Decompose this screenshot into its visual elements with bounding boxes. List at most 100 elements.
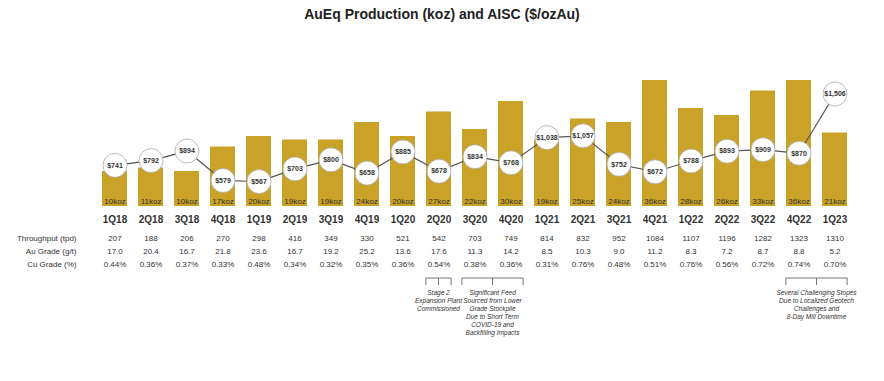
- svg-text:832: 832: [576, 234, 590, 243]
- svg-text:19koz: 19koz: [536, 197, 557, 206]
- svg-text:10.3: 10.3: [575, 247, 591, 256]
- svg-text:0.34%: 0.34%: [284, 260, 307, 269]
- svg-text:$870: $870: [791, 150, 807, 158]
- svg-text:952: 952: [612, 234, 626, 243]
- svg-text:$741: $741: [107, 162, 123, 170]
- svg-text:0.72%: 0.72%: [752, 260, 775, 269]
- svg-text:4Q19: 4Q19: [355, 214, 380, 225]
- svg-text:1323: 1323: [790, 234, 808, 243]
- svg-text:0.74%: 0.74%: [788, 260, 811, 269]
- svg-text:19koz: 19koz: [284, 197, 305, 206]
- svg-text:11.3: 11.3: [468, 247, 484, 256]
- svg-text:3Q20: 3Q20: [463, 214, 488, 225]
- svg-text:1Q23: 1Q23: [823, 214, 848, 225]
- svg-text:1196: 1196: [718, 234, 736, 243]
- svg-text:21koz: 21koz: [824, 197, 845, 206]
- svg-text:11.2: 11.2: [648, 247, 664, 256]
- svg-text:5.2: 5.2: [829, 247, 841, 256]
- svg-text:13.6: 13.6: [395, 247, 411, 256]
- svg-text:349: 349: [324, 234, 338, 243]
- svg-text:$672: $672: [647, 168, 663, 176]
- svg-text:3Q21: 3Q21: [607, 214, 632, 225]
- svg-text:$792: $792: [143, 157, 159, 165]
- svg-text:11koz: 11koz: [141, 197, 162, 206]
- svg-text:3Q22: 3Q22: [751, 214, 776, 225]
- svg-text:$703: $703: [287, 165, 303, 173]
- svg-text:$567: $567: [251, 178, 267, 186]
- svg-text:814: 814: [540, 234, 554, 243]
- svg-text:1084: 1084: [646, 234, 664, 243]
- svg-text:17koz: 17koz: [212, 197, 233, 206]
- svg-text:25.2: 25.2: [359, 247, 375, 256]
- svg-text:2Q20: 2Q20: [427, 214, 452, 225]
- svg-text:0.35%: 0.35%: [356, 260, 379, 269]
- svg-text:521: 521: [396, 234, 410, 243]
- svg-text:4Q22: 4Q22: [787, 214, 812, 225]
- svg-text:0.31%: 0.31%: [536, 260, 559, 269]
- svg-text:0.36%: 0.36%: [500, 260, 523, 269]
- svg-text:0.76%: 0.76%: [572, 260, 595, 269]
- svg-text:$768: $768: [503, 159, 519, 167]
- svg-text:$834: $834: [467, 153, 483, 161]
- svg-text:416: 416: [288, 234, 302, 243]
- svg-text:206: 206: [180, 234, 194, 243]
- svg-text:$1,506: $1,506: [824, 90, 846, 98]
- svg-text:0.36%: 0.36%: [140, 260, 163, 269]
- svg-text:0.33%: 0.33%: [212, 260, 235, 269]
- svg-text:19.2: 19.2: [323, 247, 339, 256]
- svg-text:Cu Grade (%): Cu Grade (%): [27, 260, 77, 269]
- svg-text:0.38%: 0.38%: [464, 260, 487, 269]
- svg-text:8.5: 8.5: [541, 247, 553, 256]
- svg-text:298: 298: [252, 234, 266, 243]
- svg-text:1310: 1310: [826, 234, 844, 243]
- svg-text:19koz: 19koz: [320, 197, 341, 206]
- svg-text:33koz: 33koz: [752, 197, 773, 206]
- svg-text:7.2: 7.2: [721, 247, 733, 256]
- svg-text:1Q21: 1Q21: [535, 214, 560, 225]
- svg-text:4Q20: 4Q20: [499, 214, 524, 225]
- svg-text:749: 749: [504, 234, 518, 243]
- svg-text:28koz: 28koz: [680, 197, 701, 206]
- svg-text:22koz: 22koz: [464, 197, 485, 206]
- svg-text:$1,038: $1,038: [536, 134, 558, 142]
- svg-text:703: 703: [468, 234, 482, 243]
- svg-text:$885: $885: [395, 148, 411, 156]
- svg-text:36koz: 36koz: [644, 197, 665, 206]
- svg-text:10koz: 10koz: [176, 197, 197, 206]
- svg-text:3Q18: 3Q18: [175, 214, 200, 225]
- svg-text:36koz: 36koz: [788, 197, 809, 206]
- svg-text:21.8: 21.8: [215, 247, 231, 256]
- svg-text:$579: $579: [215, 177, 231, 185]
- svg-text:30koz: 30koz: [500, 197, 521, 206]
- svg-text:14.2: 14.2: [503, 247, 519, 256]
- svg-text:Au Grade (g/t): Au Grade (g/t): [26, 247, 77, 256]
- svg-text:$678: $678: [431, 167, 447, 175]
- svg-text:0.37%: 0.37%: [176, 260, 199, 269]
- svg-text:$800: $800: [323, 156, 339, 164]
- svg-text:4Q21: 4Q21: [643, 214, 668, 225]
- svg-text:27koz: 27koz: [428, 197, 449, 206]
- svg-text:0.44%: 0.44%: [104, 260, 127, 269]
- svg-text:2Q19: 2Q19: [283, 214, 308, 225]
- svg-text:Several Challenging StopesDue: Several Challenging StopesDue to Localiz…: [776, 289, 857, 321]
- svg-text:10koz: 10koz: [104, 197, 125, 206]
- svg-text:$909: $909: [755, 146, 771, 154]
- svg-text:24koz: 24koz: [356, 197, 377, 206]
- svg-text:24koz: 24koz: [608, 197, 629, 206]
- svg-text:26koz: 26koz: [716, 197, 737, 206]
- svg-text:$893: $893: [719, 147, 735, 155]
- svg-text:0.70%: 0.70%: [824, 260, 847, 269]
- svg-text:0.48%: 0.48%: [248, 260, 271, 269]
- svg-text:270: 270: [216, 234, 230, 243]
- svg-text:3Q19: 3Q19: [319, 214, 344, 225]
- svg-text:$894: $894: [179, 147, 195, 155]
- svg-text:$788: $788: [683, 157, 699, 165]
- svg-text:1107: 1107: [682, 234, 700, 243]
- svg-text:23.6: 23.6: [251, 247, 267, 256]
- svg-text:20.4: 20.4: [143, 247, 159, 256]
- svg-text:0.56%: 0.56%: [716, 260, 739, 269]
- svg-text:9.0: 9.0: [613, 247, 625, 256]
- svg-text:1282: 1282: [754, 234, 772, 243]
- svg-text:8.8: 8.8: [793, 247, 805, 256]
- svg-text:2Q22: 2Q22: [715, 214, 740, 225]
